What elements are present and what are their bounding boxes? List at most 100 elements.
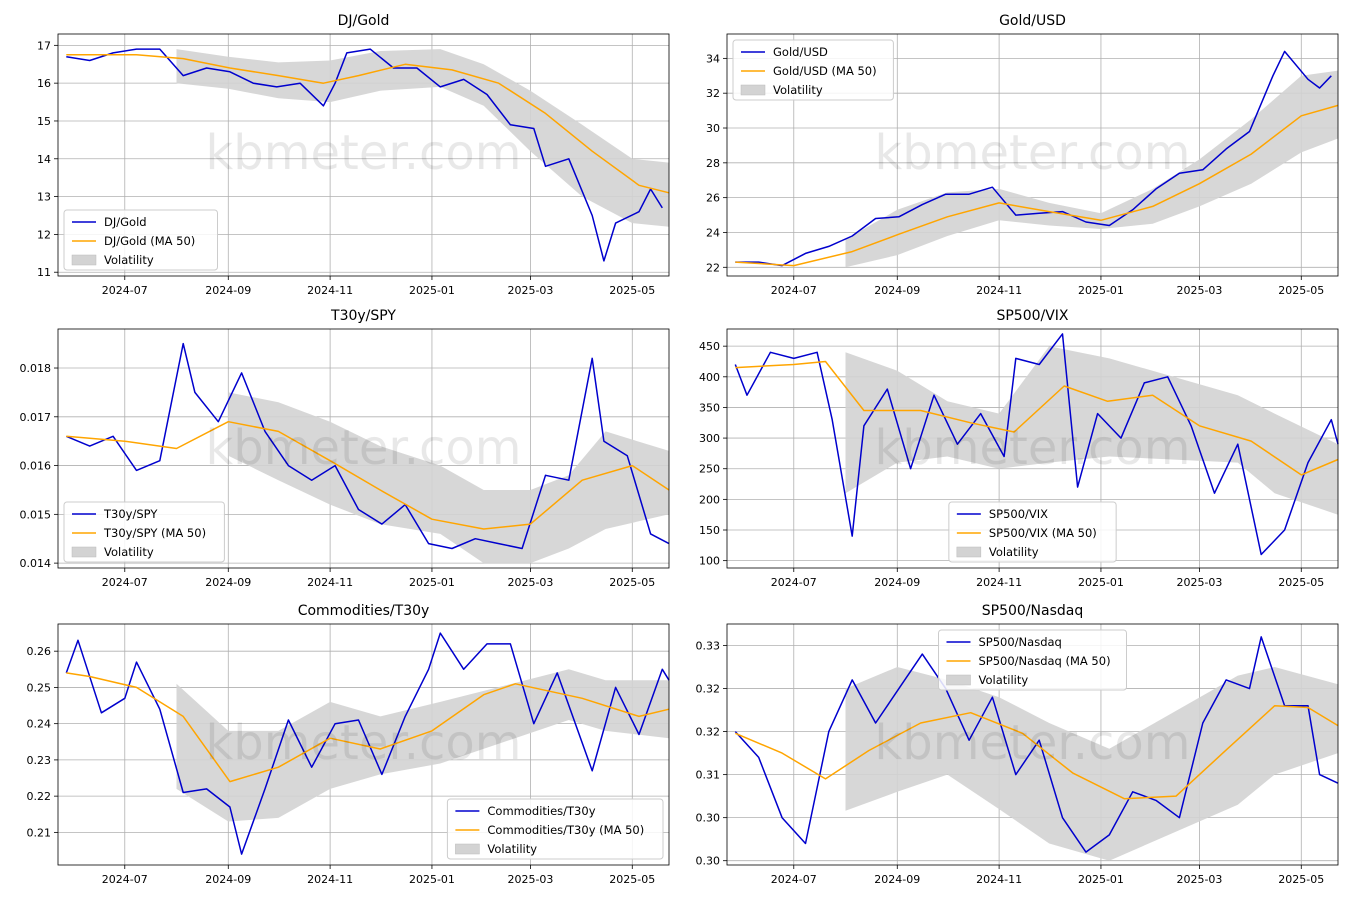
y-tick-label: 150 [699, 524, 720, 537]
moving-average-line [66, 672, 670, 783]
legend-label: Volatility [989, 545, 1039, 559]
y-tick-label: 32 [706, 87, 720, 100]
y-tick-label: 15 [37, 115, 51, 128]
x-tick-label: 2025-01 [409, 873, 455, 886]
y-tick-label: 0.31 [696, 769, 721, 782]
legend-label: Commodities/T30y [487, 804, 595, 818]
y-tick-label: 0.016 [20, 460, 52, 473]
y-tick-label: 0.24 [27, 718, 52, 731]
legend-patch-swatch [740, 84, 766, 96]
moving-average-line [66, 420, 670, 530]
legend-box [63, 209, 218, 271]
legend-label: SP500/Nasdaq (MA 50) [979, 654, 1111, 668]
chart-panel-5: kbmeter.com 2024-07 2024-09 2024-11 2025-01 2… [27, 603, 670, 886]
axes-frame [57, 33, 670, 277]
y-tick-label: 0.33 [696, 640, 721, 653]
y-tick-label: 0.22 [27, 790, 52, 803]
x-tick-label: 2025-01 [409, 576, 455, 589]
panel-title: Commodities/T30y [298, 603, 430, 619]
y-tick-label: 100 [699, 555, 720, 568]
chart-panel-3: kbmeter.com 2024-07 2024-09 2024-11 2025-01 2… [20, 308, 670, 589]
y-tick-label: 0.32 [696, 683, 721, 696]
legend-box [446, 798, 664, 860]
watermark-text: kbmeter.com [205, 715, 521, 771]
x-tick-label: 2024-07 [102, 576, 148, 589]
panel-title: DJ/Gold [338, 13, 390, 29]
legend-label: SP500/Nasdaq [979, 635, 1062, 649]
x-tick-label: 2024-09 [205, 576, 251, 589]
y-tick-label: 26 [706, 192, 720, 205]
y-tick-label: 11 [37, 266, 51, 279]
legend-label: T30y/SPY (MA 50) [103, 526, 206, 540]
legend: SP500/VIX SP500/VIX (MA 50) Volatility [948, 501, 1117, 563]
legend-patch-swatch [946, 674, 971, 686]
panel-title: T30y/SPY [330, 308, 396, 324]
series-line [734, 333, 1339, 556]
volatility-band [176, 669, 669, 822]
legend-label: SP500/VIX [989, 507, 1048, 521]
y-tick-label: 0.21 [27, 826, 52, 839]
panel-title: SP500/Nasdaq [982, 603, 1083, 619]
moving-average-line [735, 104, 1339, 267]
legend-patch-swatch [71, 254, 97, 266]
x-tick-label: 2024-07 [102, 284, 148, 297]
y-tick-label: 0.015 [20, 508, 52, 521]
y-tick-label: 0.018 [20, 362, 52, 375]
legend-label: SP500/VIX (MA 50) [989, 526, 1097, 540]
y-tick-label: 24 [706, 226, 720, 239]
series-line [734, 636, 1339, 853]
x-tick-label: 2024-11 [976, 284, 1022, 297]
series-line [66, 48, 663, 262]
legend-box [948, 501, 1117, 563]
x-tick-label: 2024-09 [205, 284, 251, 297]
y-tick-label: 0.30 [696, 812, 721, 825]
panel-title: SP500/VIX [996, 308, 1068, 324]
volatility-band [845, 346, 1338, 515]
panel-title: Gold/USD [999, 13, 1066, 29]
moving-average-line [66, 54, 670, 194]
y-tick-label: 28 [706, 157, 720, 170]
x-tick-label: 2024-07 [771, 576, 817, 589]
legend-label: DJ/Gold [104, 215, 147, 229]
y-tick-label: 0.017 [20, 411, 52, 424]
legend-patch-swatch [956, 546, 982, 558]
y-tick-label: 22 [706, 261, 720, 274]
y-tick-label: 300 [699, 432, 720, 445]
x-tick-label: 2024-11 [976, 873, 1022, 886]
legend-box [938, 629, 1127, 691]
x-tick-label: 2024-07 [102, 873, 148, 886]
watermark-text: kbmeter.com [205, 125, 521, 181]
y-tick-label: 0.014 [20, 557, 52, 570]
x-tick-label: 2025-01 [1078, 284, 1124, 297]
axes-frame [726, 328, 1339, 569]
x-tick-label: 2025-05 [1278, 873, 1324, 886]
watermark-text: kbmeter.com [874, 715, 1190, 771]
chart-panel-2: kbmeter.com 2024-07 2024-09 2024-11 2025-01 2… [706, 13, 1339, 297]
x-tick-label: 2025-01 [1078, 576, 1124, 589]
volatility-band [176, 49, 669, 227]
x-tick-label: 2024-09 [874, 873, 920, 886]
volatility-band [228, 392, 670, 564]
x-tick-label: 2025-01 [1078, 873, 1124, 886]
axes-frame [726, 623, 1339, 866]
y-tick-label: 12 [37, 228, 51, 241]
x-tick-label: 2025-03 [507, 284, 553, 297]
y-tick-label: 34 [706, 52, 720, 65]
legend-patch-swatch [71, 546, 97, 558]
y-tick-label: 14 [37, 153, 51, 166]
y-tick-label: 0.30 [696, 855, 721, 868]
x-tick-label: 2024-09 [874, 284, 920, 297]
x-tick-label: 2025-05 [609, 576, 655, 589]
y-tick-label: 30 [706, 122, 720, 135]
legend-label: Volatility [773, 83, 823, 97]
axes-frame [57, 623, 670, 866]
legend-label: T30y/SPY [103, 507, 158, 521]
legend: Gold/USD Gold/USD (MA 50) Volatility [732, 39, 894, 101]
y-tick-label: 0.23 [27, 754, 52, 767]
x-tick-label: 2025-03 [1176, 284, 1222, 297]
x-tick-label: 2025-03 [507, 873, 553, 886]
x-tick-label: 2024-11 [307, 576, 353, 589]
chart-panel-6: kbmeter.com 2024-07 2024-09 2024-11 2025-01 2… [696, 603, 1339, 886]
legend-label: Volatility [104, 253, 154, 267]
y-tick-label: 250 [699, 463, 720, 476]
